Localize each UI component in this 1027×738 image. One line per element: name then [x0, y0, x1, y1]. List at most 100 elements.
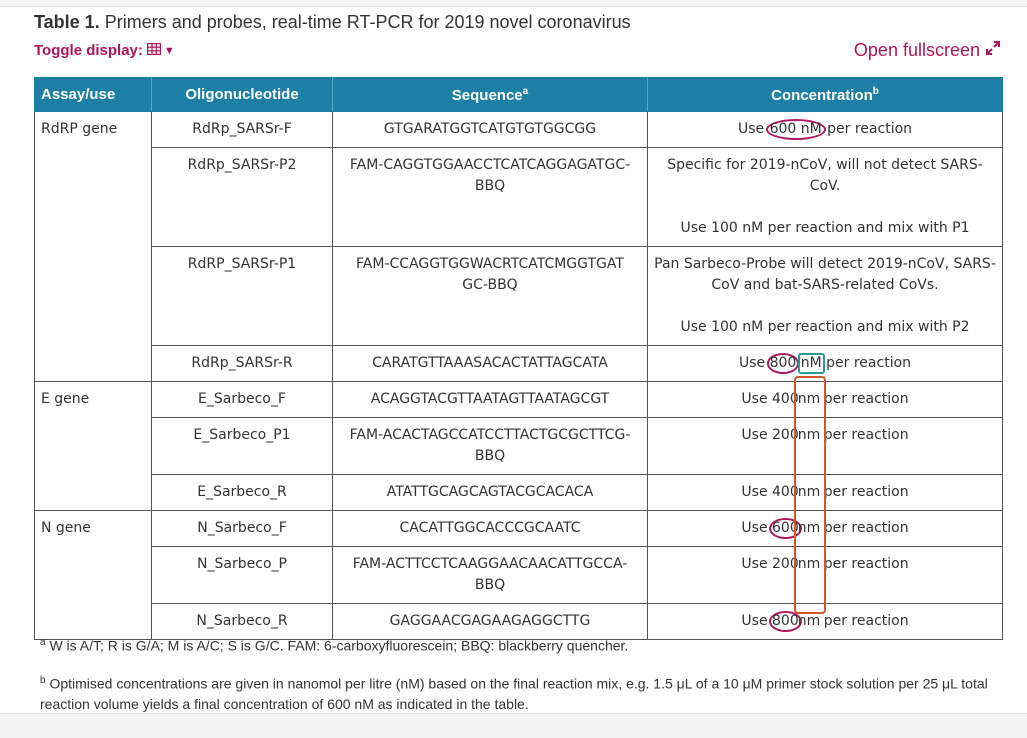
sequence-cell: FAM-ACTTCCTCAAGGAACAACATTGCCA-BBQ: [332, 546, 648, 604]
conc-use-text: Use: [738, 355, 766, 371]
conc-use-text: Use: [741, 613, 768, 629]
header-concentration-footnote-mark: b: [872, 85, 879, 97]
conc-use-text: Use: [737, 121, 765, 137]
conc-per-reaction-text: per reaction: [823, 556, 909, 572]
table-row: RdRp_SARSr-R CARATGTTAAASACACTATTAGCATA …: [35, 345, 1003, 382]
assay-cell: N gene: [34, 510, 152, 640]
sequence-cell: GTGARATGGTCATGTGTGGCGG: [332, 111, 648, 148]
sequence-cell: CARATGTTAAASACACTATTAGCATA: [332, 345, 648, 382]
sequence-text: FAM-CCAGGTGGWACRTCATCMGGTGATGC-BBQ: [356, 256, 624, 293]
footnote-a-text: W is A/T; R is G/A; M is A/C; S is G/C. …: [45, 637, 629, 654]
concentration-cell: Use 600 nM per reaction: [647, 111, 1003, 148]
concentration-cell: Pan Sarbeco-Probe will detect 2019-nCoV,…: [647, 246, 1003, 346]
concentration-value: Use 600 nM per reaction: [738, 119, 912, 140]
conc-unit: nm: [797, 556, 821, 572]
circled-number: 600: [769, 518, 802, 539]
table-row: RdRP gene RdRp_SARSr-F GTGARATGGTCATGTGT…: [34, 111, 1003, 382]
sequence-cell: FAM-CAGGTGGAACCTCATCAGGAGATGC-BBQ: [332, 147, 648, 247]
footnote-b-text: Optimised concentrations are given in na…: [40, 675, 988, 713]
conc-unit: nm: [797, 613, 821, 629]
oligo-cell: N_Sarbeco_P: [151, 546, 333, 604]
footnote-b: b Optimised concentrations are given in …: [40, 670, 1010, 716]
bottom-strip: [0, 713, 1027, 738]
conc-per-reaction-text: per reaction: [823, 427, 909, 443]
circled-number: 800: [769, 611, 802, 632]
circled-number: 800: [766, 353, 800, 374]
table-row: E gene E_Sarbeco_F ACAGGTACGTTAATAGTTAAT…: [34, 381, 1003, 511]
table-caption: Table 1. Primers and probes, real-time R…: [34, 12, 631, 33]
conc-use-text: Use: [741, 556, 768, 572]
oligo-cell: RdRp_SARSr-P2: [151, 147, 333, 247]
circled-concentration: 600 nM: [765, 119, 826, 140]
toggle-display-button[interactable]: Toggle display: ▼: [34, 42, 175, 59]
conc-use-text: Use: [741, 484, 768, 500]
footnote-a-mark: a: [40, 637, 46, 648]
table-row: N_Sarbeco_P FAM-ACTTCCTCAAGGAACAACATTGCC…: [35, 546, 1003, 604]
conc-per-reaction-text: per reaction: [823, 520, 909, 536]
conc-use-text: Use: [741, 427, 768, 443]
oligo-cell: E_Sarbeco_R: [151, 474, 333, 511]
assay-cell: E gene: [34, 381, 152, 511]
table-row: E_Sarbeco_R ATATTGCAGCAGTACGCACACA Use 4…: [35, 474, 1003, 511]
sequence-cell: ATATTGCAGCAGTACGCACACA: [332, 474, 648, 511]
concentration-note: Pan Sarbeco-Probe will detect 2019-nCoV,…: [654, 256, 996, 293]
concentration-cell: Specific for 2019-nCoV, will not detect …: [647, 147, 1003, 247]
table-row: E_Sarbeco_P1 FAM-ACACTAGCCATCCTTACTGCGCT…: [35, 417, 1003, 475]
conc-unit: nm: [797, 484, 821, 500]
boxed-unit: nM: [797, 353, 825, 374]
sequence-cell: GAGGAACGAGAAGAGGCTTG: [332, 603, 648, 640]
oligo-cell: E_Sarbeco_P1: [151, 417, 333, 475]
oligo-cell: N_Sarbeco_F: [151, 510, 333, 547]
sequence-cell: FAM-CCAGGTGGWACRTCATCMGGTGATGC-BBQ: [332, 246, 648, 346]
table-caption-label: Table 1.: [34, 12, 100, 32]
concentration-value: Use 100 nM per reaction and mix with P1: [680, 220, 970, 236]
caret-down-icon: ▼: [163, 44, 175, 57]
oligo-cell: N_Sarbeco_R: [151, 603, 333, 640]
expand-arrows-icon: [985, 40, 1001, 61]
oligo-cell: RdRp_SARSr-F: [151, 111, 333, 148]
conc-per-reaction-text: per reaction: [823, 391, 909, 407]
conc-unit: nm: [797, 520, 821, 536]
conc-per-reaction-text: per reaction: [823, 613, 909, 629]
header-concentration-label: Concentration: [771, 86, 873, 104]
conc-use-text: Use: [741, 391, 768, 407]
top-strip: [0, 0, 1027, 7]
conc-number: 400: [772, 391, 799, 407]
unit-highlight-box: [794, 376, 826, 614]
footnote-b-mark: b: [40, 674, 46, 686]
sequence-cell: ACAGGTACGTTAATAGTTAATAGCGT: [332, 381, 648, 418]
header-concentration: Concentrationb: [647, 77, 1003, 112]
header-assay: Assay/use: [34, 77, 152, 112]
open-fullscreen-label: Open fullscreen: [853, 40, 980, 60]
assay-cell: RdRP gene: [34, 111, 152, 382]
table-row: N gene N_Sarbeco_F CACATTGGCACCCGCAATC U…: [34, 510, 1003, 640]
oligo-cell: RdRp_SARSr-R: [151, 345, 333, 382]
oligo-cell: E_Sarbeco_F: [151, 381, 333, 418]
footnote-a: a W is A/T; R is G/A; M is A/C; S is G/C…: [40, 632, 1010, 657]
sequence-cell: CACATTGGCACCCGCAATC: [332, 510, 648, 547]
table-grid-icon: [146, 42, 162, 59]
sequence-cell: FAM-ACACTAGCCATCCTTACTGCGCTTCG-BBQ: [332, 417, 648, 475]
table-header-row: Assay/use Oligonucleotide Sequencea Conc…: [34, 77, 1003, 112]
conc-per-reaction-text: per reaction: [826, 355, 912, 371]
conc-number: 200: [772, 556, 799, 572]
open-fullscreen-link[interactable]: Open fullscreen: [854, 40, 1001, 61]
conc-use-text: Use: [741, 520, 768, 536]
concentration-note: Specific for 2019-nCoV, will not detect …: [667, 157, 983, 194]
conc-number: 200: [772, 427, 799, 443]
table-row: RdRp_SARSr-P2 FAM-CAGGTGGAACCTCATCAGGAGA…: [35, 147, 1003, 247]
header-sequence-footnote-mark: a: [522, 85, 529, 97]
header-oligonucleotide: Oligonucleotide: [151, 77, 333, 112]
table-caption-title: Primers and probes, real-time RT-PCR for…: [99, 12, 631, 32]
table-row: RdRP_SARSr-P1 FAM-CCAGGTGGWACRTCATCMGGTG…: [35, 246, 1003, 346]
conc-unit: nm: [797, 391, 821, 407]
concentration-value: Use 100 nM per reaction and mix with P2: [680, 319, 970, 335]
header-sequence: Sequencea: [332, 77, 648, 112]
header-sequence-label: Sequence: [451, 86, 523, 104]
concentration-cell: Use 800 nM per reaction: [647, 345, 1003, 382]
conc-per-reaction-text: per reaction: [823, 484, 909, 500]
oligo-cell: RdRP_SARSr-P1: [151, 246, 333, 346]
primers-table: Assay/use Oligonucleotide Sequencea Conc…: [34, 77, 1003, 640]
conc-number: 400: [772, 484, 799, 500]
toggle-display-label: Toggle display:: [34, 42, 143, 59]
